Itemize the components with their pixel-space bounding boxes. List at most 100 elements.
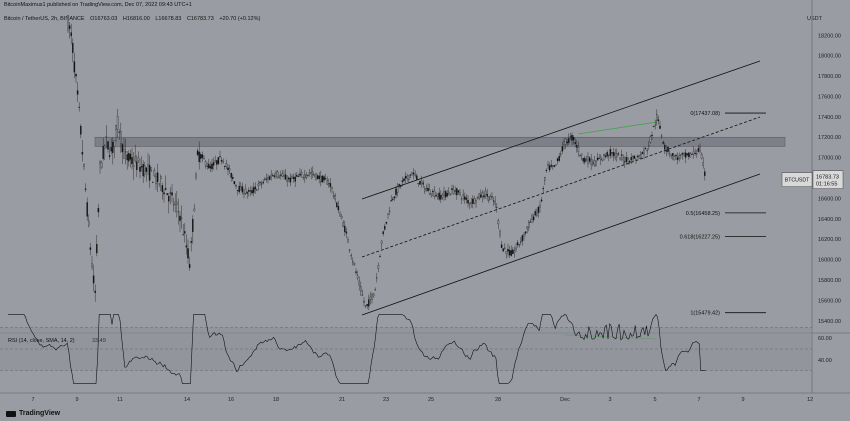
candle-body xyxy=(172,204,175,206)
candle-body xyxy=(667,146,669,152)
candle-body xyxy=(414,174,416,176)
candle-body xyxy=(110,147,112,152)
candle-body xyxy=(385,221,388,224)
candle-body xyxy=(174,201,176,205)
candle-body xyxy=(641,152,644,154)
candle-body xyxy=(603,154,605,156)
candle-body xyxy=(377,265,380,269)
rsi-current-value: 33.49 xyxy=(92,338,106,344)
date-tick-label: Dec xyxy=(560,397,570,403)
candle-body xyxy=(307,174,309,176)
candle-body xyxy=(328,183,330,185)
candle-body xyxy=(678,155,680,159)
candle-body xyxy=(200,154,202,159)
candle-body xyxy=(692,150,695,155)
candle-body xyxy=(440,195,442,200)
candle-body xyxy=(254,186,256,190)
candle-body xyxy=(238,185,240,193)
date-tick-label: 5 xyxy=(653,397,656,403)
fib-level-label: 0.5(16458.25) xyxy=(686,211,720,217)
candle-body xyxy=(633,155,636,159)
candle-body xyxy=(668,153,671,155)
candle-body xyxy=(436,193,439,197)
resistance-zone xyxy=(94,136,786,147)
candle-body xyxy=(318,175,320,180)
candle-body xyxy=(384,226,386,230)
symbol-title[interactable]: Bitcoin / TetherUS, 2h, BINANCE xyxy=(4,16,85,22)
candle-body xyxy=(292,176,295,179)
candle-body xyxy=(204,161,207,166)
date-tick-label: 11 xyxy=(117,397,123,403)
candle-body xyxy=(171,192,173,196)
change-value: +20.70 (+0.12%) xyxy=(219,16,261,22)
candle-body xyxy=(504,247,506,250)
candle-body xyxy=(475,200,477,203)
candle-body xyxy=(355,271,357,273)
candle-body xyxy=(321,175,324,183)
candle-body xyxy=(305,175,308,178)
candle-body xyxy=(219,156,221,157)
candle-body xyxy=(257,183,260,186)
candle-body xyxy=(489,196,492,200)
candle-body xyxy=(601,158,604,161)
candle-body xyxy=(92,275,95,284)
date-tick-label: 25 xyxy=(428,397,434,403)
candle-body xyxy=(700,154,703,159)
candle-body xyxy=(224,165,226,167)
candle-body xyxy=(353,263,356,265)
candle-body xyxy=(102,145,104,159)
candle-body xyxy=(81,152,84,155)
candle-body xyxy=(449,194,452,196)
candle-body xyxy=(476,196,479,198)
candle-body xyxy=(331,187,333,189)
candle-body xyxy=(324,178,327,180)
candle-body xyxy=(155,176,157,185)
candle-body xyxy=(142,164,144,177)
candle-body xyxy=(628,160,631,163)
candle-body xyxy=(532,216,535,221)
date-tick-label: 3 xyxy=(608,397,611,403)
date-tick-label: 12 xyxy=(807,397,813,403)
candle-body xyxy=(334,195,336,200)
candle-body xyxy=(212,162,215,166)
candle-body xyxy=(598,157,600,159)
candle-body xyxy=(150,167,152,171)
candle-body xyxy=(356,275,359,279)
candle-body xyxy=(395,188,397,195)
candle-body xyxy=(126,154,128,161)
candle-body xyxy=(659,125,661,129)
candle-body xyxy=(123,149,125,159)
symbol-tag-box xyxy=(781,172,813,187)
candle-body xyxy=(280,174,282,176)
candle-body xyxy=(652,126,655,128)
candle-body xyxy=(593,160,596,165)
candle-body xyxy=(140,166,143,168)
candle-body xyxy=(696,153,698,155)
price-tick-label: 17000.00 xyxy=(818,156,841,162)
candle-body xyxy=(228,168,231,171)
candle-body xyxy=(201,154,204,158)
candle-body xyxy=(227,167,229,171)
candle-body xyxy=(704,171,706,176)
candle-body xyxy=(561,146,564,152)
candle-body xyxy=(473,197,476,204)
price-tick-label: 15800.00 xyxy=(818,278,841,284)
candle-body xyxy=(184,231,186,234)
candle-body xyxy=(446,193,448,197)
candle-body xyxy=(283,175,285,177)
candle-body xyxy=(179,215,181,221)
candle-body xyxy=(681,153,684,155)
candle-body xyxy=(291,175,293,179)
candle-body xyxy=(211,163,213,170)
candle-body xyxy=(241,186,244,193)
candle-body xyxy=(657,119,660,122)
candle-body xyxy=(86,202,88,217)
candle-body xyxy=(579,154,581,156)
candle-body xyxy=(468,202,471,205)
symbol-ohlc-line: Bitcoin / TetherUS, 2h, BINANCE O16763.0… xyxy=(4,16,264,22)
candle-body xyxy=(480,194,482,198)
candle-body xyxy=(152,182,154,183)
candle-body xyxy=(262,181,264,184)
candle-body xyxy=(371,294,373,300)
